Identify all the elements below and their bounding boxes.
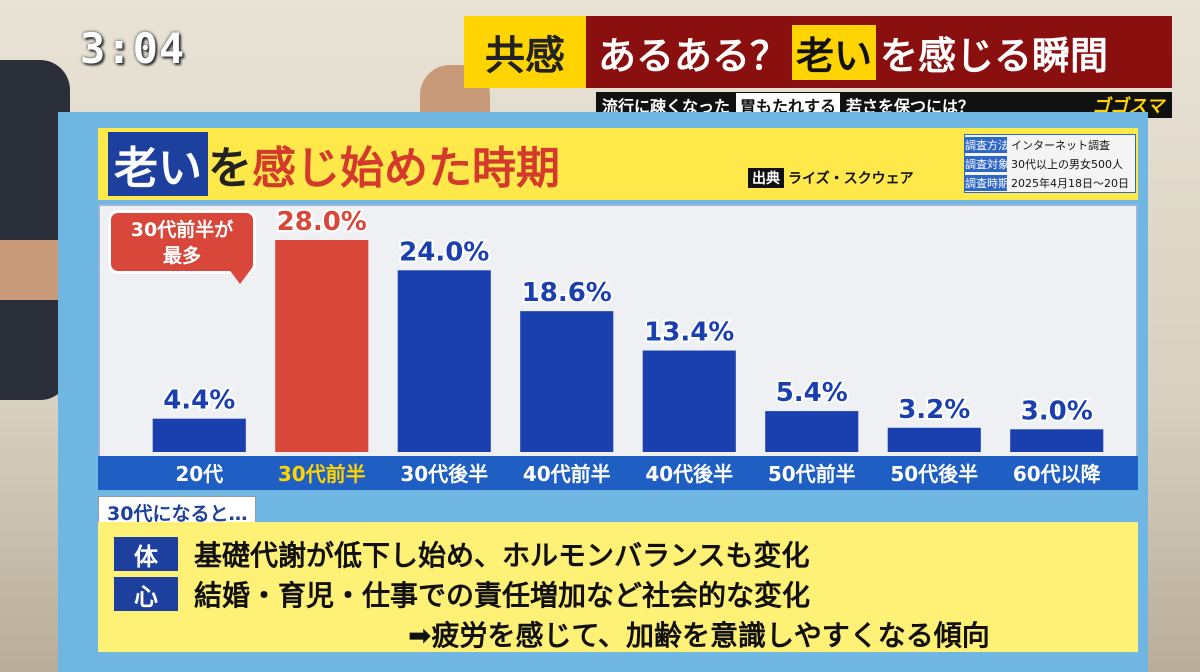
x-tick-label: 20代 <box>175 462 223 486</box>
data-label: 3.0% <box>1021 396 1093 426</box>
bar-60代以降 <box>1010 429 1104 452</box>
bar-40代後半 <box>642 350 736 452</box>
bar-chart: 4.4% 20代 28.0% 30代前半 24.0% 30代後半 18.6% 40代前半 13.… <box>98 205 1138 490</box>
headline-title: あるある？ 老い を感じる瞬間 <box>586 24 1109 80</box>
x-tick-label: 30代前半 <box>278 462 366 486</box>
data-label: 4.4% <box>163 386 235 416</box>
note-row-body: 体 基礎代謝が低下し始め、ホルモンバランスも変化 <box>114 534 809 574</box>
survey-info-value: 2025年4月18日〜20日 <box>1011 176 1129 190</box>
x-tick-label: 60代以降 <box>1013 462 1102 486</box>
data-label: 28.0% <box>277 207 367 237</box>
headline-title-post: を感じる瞬間 <box>880 33 1109 78</box>
survey-info-row: 調査時期 2025年4月18日〜20日 <box>965 173 1135 192</box>
headline-title-pre: あるある？ <box>598 33 789 78</box>
bar-30代後半 <box>397 270 491 452</box>
chart-title-part3: 感じ始めた時期 <box>252 143 560 194</box>
survey-info-key: 調査時期 <box>965 174 1009 191</box>
x-tick-label: 40代前半 <box>523 462 611 486</box>
x-tick-label: 30代後半 <box>400 462 488 486</box>
bar-20代 <box>152 418 246 452</box>
chart-title-part1: 老い <box>108 132 208 196</box>
x-tick-label: 50代後半 <box>890 462 978 486</box>
chart-title: 老い を 感じ始めた時期 <box>108 132 560 196</box>
presentation-board: 老い を 感じ始めた時期 出典 ライズ・スクウェア 調査方法 インターネット調査… <box>58 112 1148 672</box>
data-label: 13.4% <box>644 318 734 348</box>
data-label: 24.0% <box>399 237 489 267</box>
x-tick-label: 40代後半 <box>645 462 733 486</box>
survey-info-key: 調査対象 <box>965 155 1009 172</box>
data-label: 18.6% <box>522 278 612 308</box>
source-value: ライズ・スクウェア <box>788 171 914 187</box>
survey-info-key: 調査方法 <box>965 136 1009 153</box>
headline-title-highlight: 老い <box>792 24 877 80</box>
source-label: 出典 <box>748 168 784 188</box>
bar-50代前半 <box>765 411 859 452</box>
program-logo: ゴゴスマ <box>1092 96 1164 117</box>
topic-right: 若さを保つには？ <box>846 97 975 116</box>
chart-title-part2: を <box>208 143 252 194</box>
survey-info-box: 調査方法 インターネット調査 調査対象 30代以上の男女500人 調査時期 20… <box>964 134 1136 193</box>
bar-50代後半 <box>887 427 981 452</box>
survey-info-value: インターネット調査 <box>1011 138 1110 152</box>
survey-info-value: 30代以上の男女500人 <box>1011 157 1123 171</box>
note-text: 結婚・育児・仕事での責任増加など社会的な変化 <box>194 579 811 612</box>
x-axis-band <box>98 456 1138 490</box>
survey-info-row: 調査方法 インターネット調査 <box>965 135 1135 154</box>
source-credit: 出典 ライズ・スクウェア <box>748 168 914 188</box>
x-tick-label: 50代前半 <box>768 462 856 486</box>
note-text: 基礎代謝が低下し始め、ホルモンバランスも変化 <box>194 539 810 572</box>
topic-left: 流行に疎くなった <box>602 97 731 116</box>
note-conclusion: ➡疲労を感じて、加齢を意識しやすくなる傾向 <box>408 619 990 652</box>
survey-info-row: 調査対象 30代以上の男女500人 <box>965 154 1135 173</box>
headline-banner: 共感 あるある？ 老い を感じる瞬間 <box>464 16 1172 88</box>
note-tag: 体 <box>114 537 178 571</box>
note-row-mind: 心 結婚・育児・仕事での責任増加など社会的な変化 <box>114 574 810 614</box>
bar-40代前半 <box>520 311 614 452</box>
note-tag: 心 <box>114 577 178 611</box>
callout-tail <box>228 268 252 284</box>
data-label: 3.2% <box>898 395 970 425</box>
data-label: 5.4% <box>776 378 848 408</box>
notes-panel: 体 基礎代謝が低下し始め、ホルモンバランスも変化 心 結婚・育児・仕事での責任増… <box>98 522 1138 652</box>
headline-tag: 共感 <box>464 16 586 88</box>
bar-30代前半 <box>275 240 369 452</box>
callout-most: 30代前半が 最多 <box>108 210 256 274</box>
broadcast-clock: 3:04 <box>80 24 186 73</box>
